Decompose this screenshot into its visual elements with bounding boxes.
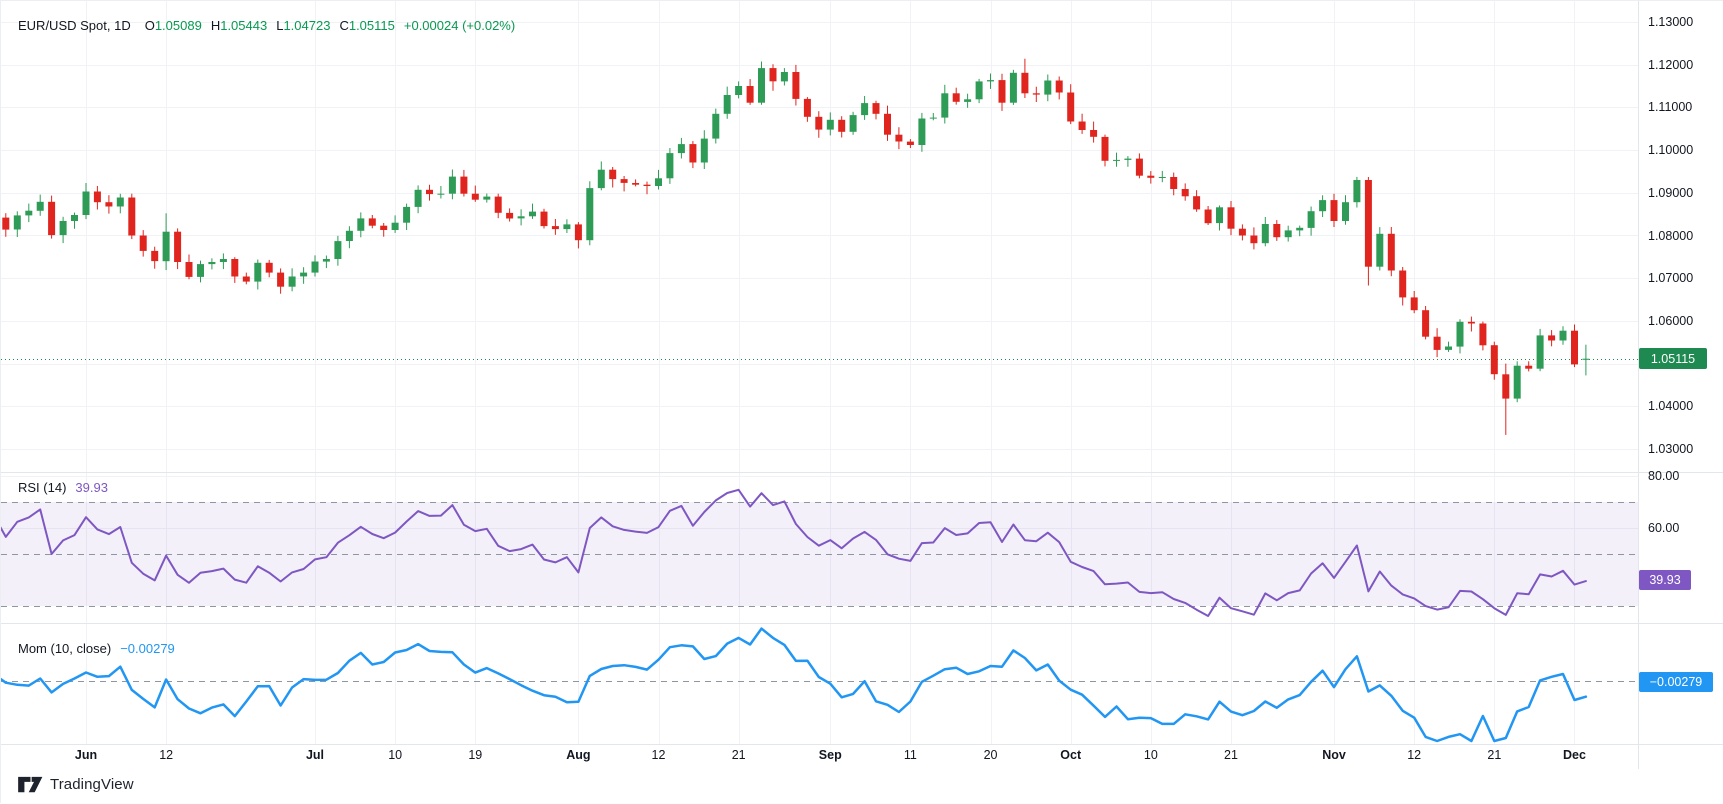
price-axis-label: 1.13000 [1648,15,1694,29]
tradingview-wordmark: TradingView [50,776,134,793]
time-axis-label: 12 [651,748,666,762]
time-axis-label: 12 [159,748,174,762]
price-axis-label: 1.11000 [1648,100,1693,115]
footer: TradingView [1,769,1723,804]
ohlc-close: C1.05115 [339,18,395,33]
momentum-pane[interactable] [1,623,1638,744]
price-axis-label: 1.07000 [1648,271,1694,286]
time-axis-label: 11 [903,748,917,762]
time-axis-label: 21 [1224,748,1238,762]
rsi-axis-label: 60.00 [1648,521,1680,535]
ohlc-open: O1.05089 [144,18,202,33]
main-price-pane[interactable] [1,1,1638,472]
ohlc-low: L1.04723 [276,18,331,33]
time-axis-label: Oct [1060,748,1082,762]
rsi-axis-label: 80.00 [1648,469,1680,483]
momentum-label: Mom (10, close) [18,641,112,656]
rsi-pane[interactable] [1,472,1638,623]
momentum-value: −0.00279 [120,641,175,656]
time-axis-label: 10 [1143,748,1158,762]
price-axis-label: 1.06000 [1648,313,1694,328]
momentum-legend[interactable]: Mom (10, close) −0.00279 [18,641,175,656]
last-price-badge: 1.05115 [1639,348,1707,369]
time-axis-label: 21 [731,748,746,762]
change-value: +0.00024 (+0.02%) [403,18,516,33]
time-axis-label: Jun [74,748,98,762]
momentum-value-badge: −0.00279 [1639,672,1713,692]
time-axis-label: 10 [388,748,403,762]
time-axis-label: Aug [566,748,591,762]
price-axis-label: 1.03000 [1648,442,1694,456]
tradingview-logo-icon [18,776,43,793]
price-axis[interactable]: 1.13000 1.12000 1.11000 1.10000 1.09000 1.080… [1638,1,1723,769]
price-axis-label: 1.08000 [1648,228,1694,243]
tradingview-logo[interactable]: TradingView [18,775,134,794]
time-axis-label: Nov [1322,748,1346,762]
ohlc-high: H1.05443 [210,18,268,33]
time-axis-label: 12 [1407,748,1422,762]
price-axis-label: 1.12000 [1648,57,1694,72]
time-axis-label: Sep [818,748,842,762]
rsi-value: 39.93 [75,480,108,495]
rsi-value-badge: 39.93 [1639,570,1691,590]
symbol-title: EUR/USD Spot, 1D [18,18,131,33]
price-axis-label: 1.10000 [1648,143,1694,158]
price-axis-label: 1.04000 [1648,399,1694,414]
rsi-label: RSI (14) [18,480,67,495]
rsi-legend[interactable]: RSI (14) 39.93 [18,480,108,495]
time-axis-label: Jul [305,748,325,762]
symbol-legend[interactable]: EUR/USD Spot, 1D O1.05089 H1.05443 L1.04… [18,18,515,33]
time-axis[interactable]: Jun 12 Jul 10 19 Aug 12 21 Sep 11 20 Oct 10 21 Nov 12 21… [1,744,1723,769]
price-axis-label: 1.09000 [1648,185,1694,200]
time-axis-label: 21 [1487,748,1502,762]
time-axis-label: Dec [1563,748,1586,762]
time-axis-label: 20 [983,748,998,762]
time-axis-label: 19 [468,748,483,762]
